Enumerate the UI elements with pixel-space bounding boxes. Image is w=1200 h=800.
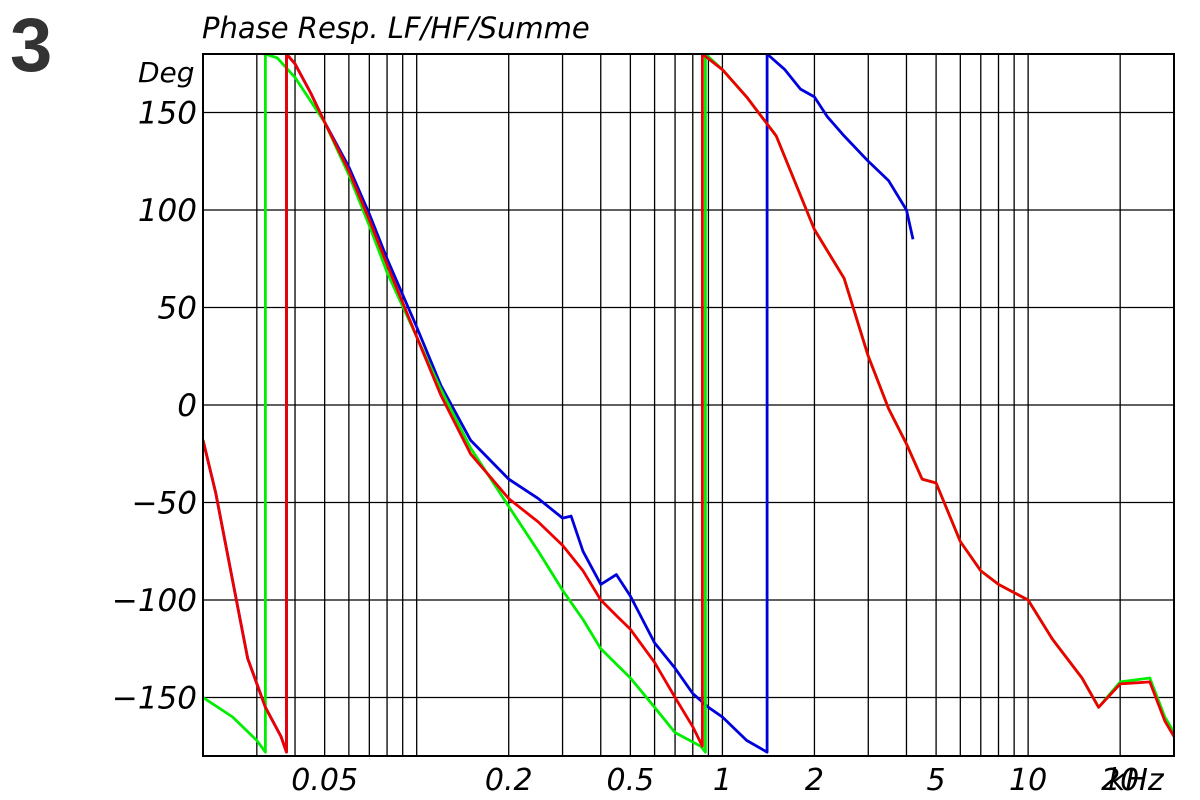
y-tick-label: 100: [138, 193, 197, 229]
y-tick-label: 0: [177, 388, 197, 424]
y-axis-label: Deg: [138, 56, 195, 89]
x-tick-label: 0.5: [607, 763, 655, 798]
grid: [203, 54, 1174, 756]
series-layer: [203, 54, 1174, 754]
y-tick-label: 50: [158, 291, 197, 327]
y-tick-label: −50: [132, 486, 197, 522]
x-tick-label: 10: [1009, 763, 1047, 798]
series-line-0: [203, 54, 915, 754]
x-tick-label: 0.2: [485, 763, 533, 798]
y-tick-label: −100: [112, 583, 197, 619]
figure-label: 3: [10, 3, 53, 88]
x-tick-labels: 0.05 0.2 0.5 1 2 5 10 20: [291, 763, 1139, 798]
x-tick-label: 20: [1101, 763, 1139, 798]
y-tick-labels: 150 100 50 0 −50 −100 −150: [112, 96, 197, 717]
x-axis-unit: kHz: [1108, 763, 1165, 798]
x-tick-label: 5: [927, 763, 946, 798]
y-tick-label: −150: [112, 681, 197, 717]
x-tick-label: 0.05: [291, 763, 358, 798]
x-tick-label: 2: [805, 763, 824, 798]
series-line-2: [203, 54, 1174, 754]
x-tick-label: 1: [713, 763, 732, 798]
plot-frame: [202, 53, 1175, 757]
chart-title: Phase Resp. LF/HF/Summe: [202, 11, 590, 45]
y-tick-label: 150: [138, 96, 197, 132]
